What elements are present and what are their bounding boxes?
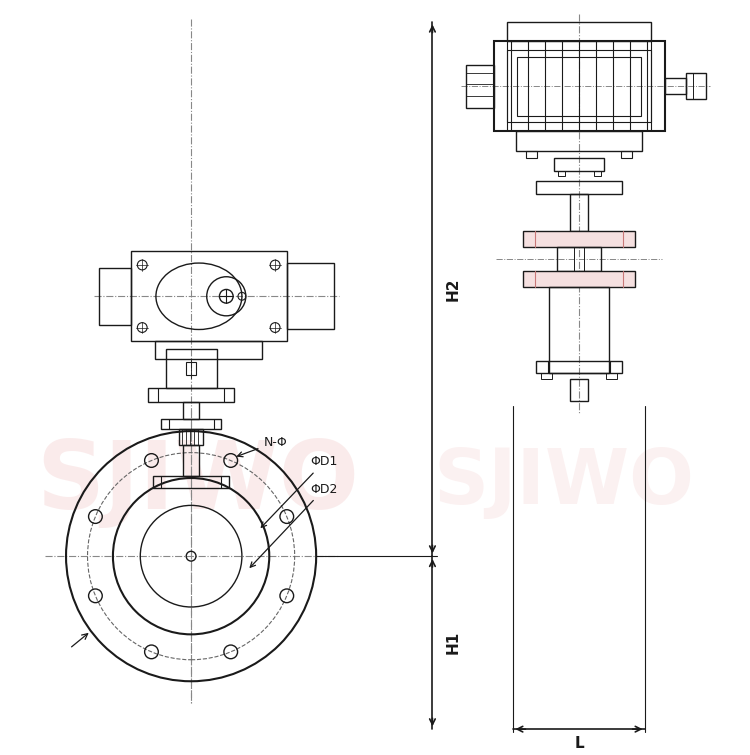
Bar <box>494 42 664 131</box>
Bar <box>621 151 632 158</box>
Bar <box>517 57 641 116</box>
Bar <box>130 251 286 341</box>
Text: SJIWO: SJIWO <box>37 437 359 529</box>
Bar <box>594 171 602 176</box>
Bar <box>606 374 617 379</box>
Bar <box>523 231 635 248</box>
Bar <box>186 362 196 375</box>
Text: SJIWO: SJIWO <box>433 446 694 520</box>
Text: H1: H1 <box>446 631 461 655</box>
Bar <box>549 288 609 374</box>
Bar <box>155 341 262 359</box>
Bar <box>148 388 234 402</box>
Bar <box>557 171 566 176</box>
Text: H2: H2 <box>446 277 461 300</box>
Bar <box>179 429 203 445</box>
Bar <box>536 361 622 374</box>
Bar <box>507 50 651 122</box>
Text: ΦD1: ΦD1 <box>261 455 338 527</box>
Text: N-Φ: N-Φ <box>238 436 287 457</box>
Bar <box>523 271 635 288</box>
Bar <box>183 445 199 476</box>
Bar <box>166 349 217 388</box>
Bar <box>99 268 130 325</box>
Bar <box>526 151 537 158</box>
Bar <box>570 194 588 231</box>
Bar <box>570 379 588 401</box>
Bar <box>160 419 221 429</box>
Bar <box>554 158 604 171</box>
Bar <box>466 65 494 108</box>
Bar <box>153 476 230 488</box>
Bar <box>286 263 334 329</box>
Text: ΦD2: ΦD2 <box>251 482 338 567</box>
Bar <box>556 248 602 271</box>
Bar <box>541 374 552 379</box>
Bar <box>686 73 706 99</box>
Bar <box>507 22 651 42</box>
Bar <box>536 181 622 194</box>
Bar <box>664 79 686 94</box>
Text: L: L <box>574 736 584 751</box>
Bar <box>183 402 199 419</box>
Bar <box>517 131 641 151</box>
